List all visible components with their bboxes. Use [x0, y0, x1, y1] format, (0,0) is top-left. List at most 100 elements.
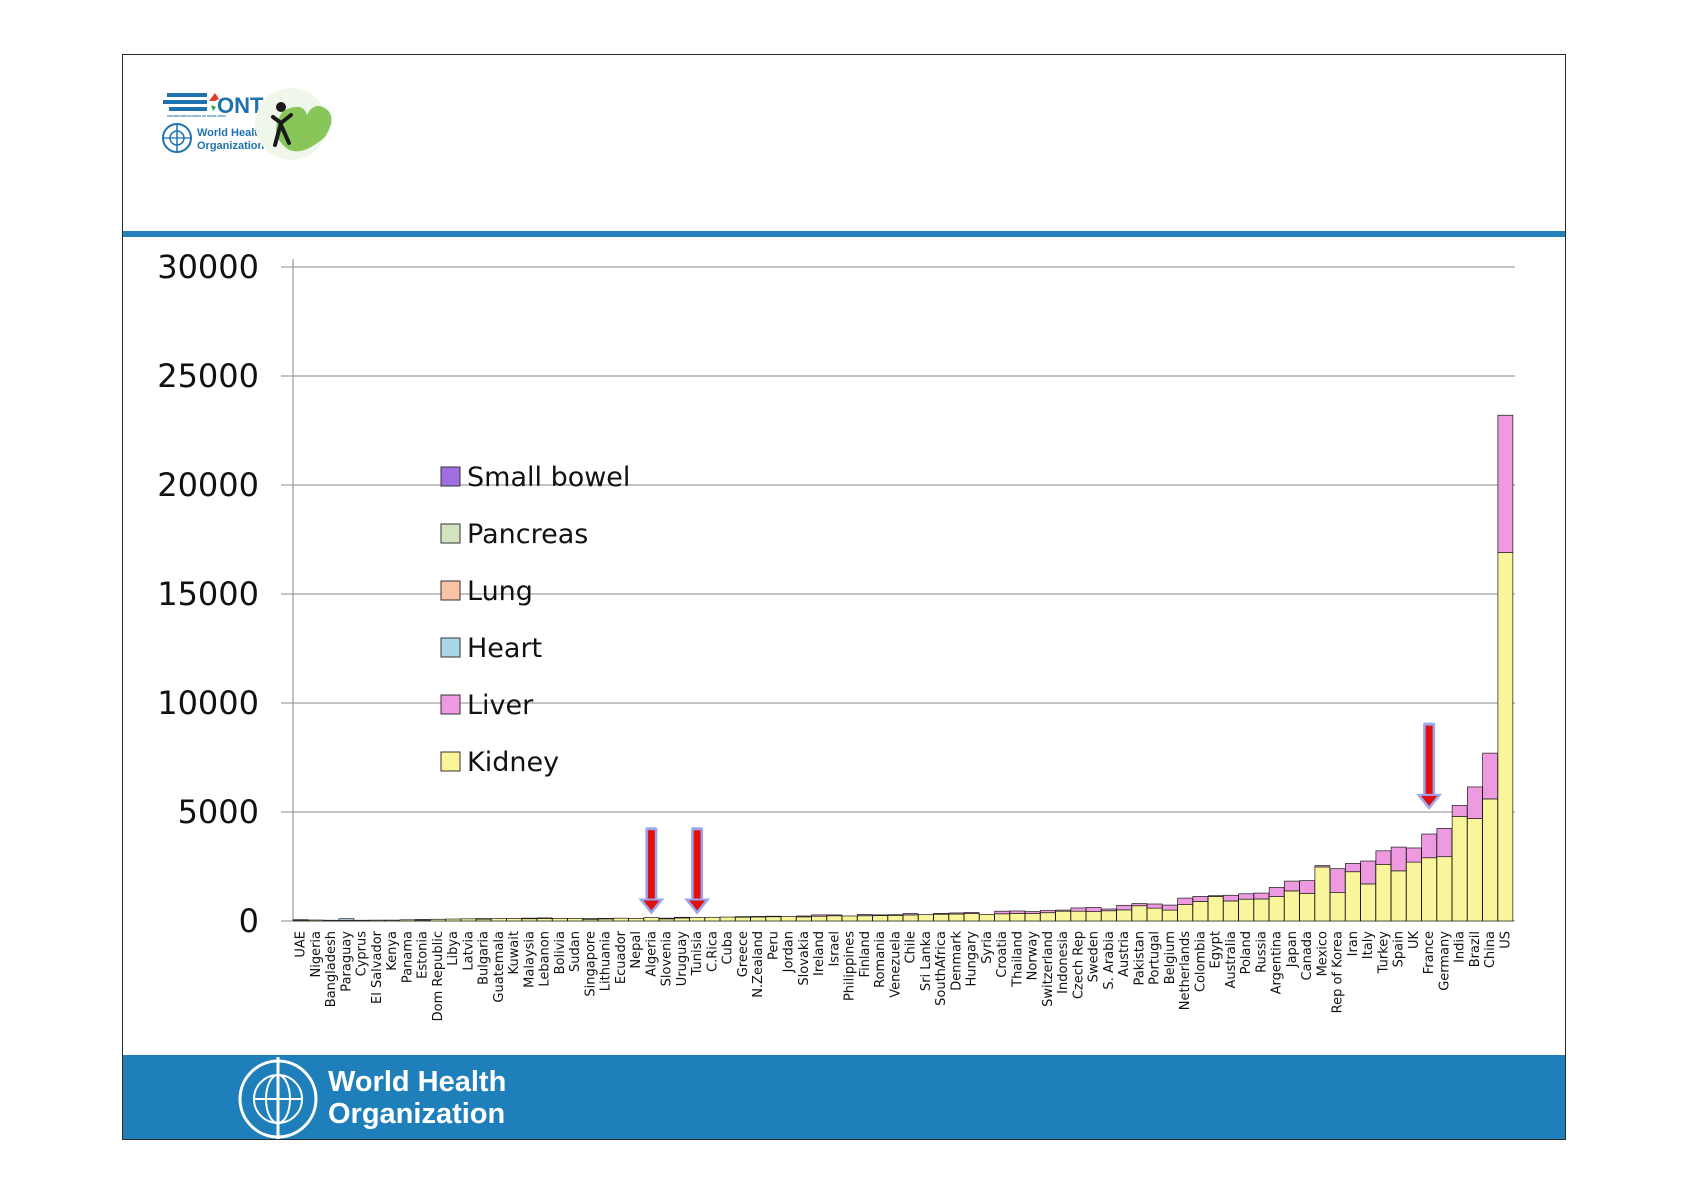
bar-kidney — [1238, 898, 1254, 922]
bar-kidney — [1284, 890, 1300, 922]
x-tick-label: Nepal — [629, 931, 644, 969]
bar-kidney — [872, 915, 888, 922]
y-tick-label: 20000 — [157, 466, 259, 504]
y-tick-label: 10000 — [157, 684, 259, 722]
x-tick-label: Hungary — [965, 931, 980, 987]
bar-kidney — [1390, 870, 1407, 922]
bar-kidney — [1162, 909, 1178, 922]
bar-liver — [750, 916, 766, 918]
bar-liver — [1070, 907, 1087, 912]
y-tick-label: 0 — [239, 902, 259, 940]
legend-label: Pancreas — [467, 519, 588, 550]
bar-kidney — [399, 919, 416, 922]
bar-kidney — [811, 915, 827, 922]
bar-liver — [1497, 414, 1514, 553]
bar-kidney — [1192, 901, 1209, 922]
x-tick-label: Guatemala — [492, 931, 507, 1003]
x-tick-label: Estonia — [416, 931, 431, 979]
legend-swatch-small-bowel — [440, 466, 461, 487]
bar-liver — [292, 919, 309, 921]
x-tick-label: Pakistan — [1132, 931, 1147, 985]
who-small-line1: World Health — [197, 127, 265, 139]
bar-liver — [1451, 805, 1468, 817]
bar-kidney — [1451, 816, 1468, 922]
bar-kidney — [1421, 857, 1437, 922]
bar-kidney — [552, 918, 568, 922]
x-tick-label: Jordan — [782, 931, 797, 973]
x-tick-label: Croatia — [995, 931, 1010, 978]
x-tick-label: Denmark — [949, 931, 964, 991]
x-tick-label: Ireland — [812, 931, 827, 976]
x-tick-label: Peru — [766, 931, 781, 960]
legend-label: Heart — [467, 633, 542, 664]
bar-kidney — [674, 917, 690, 922]
bars — [292, 414, 1514, 922]
bar-liver — [735, 916, 751, 918]
ont-logo-subtitle: ORGANIZACIÓN NACIONAL DE TRASPLANTES — [167, 113, 226, 118]
x-tick-label: India — [1453, 931, 1468, 963]
annotation-arrow — [684, 827, 711, 915]
bar-liver — [872, 914, 888, 916]
bar-liver — [414, 919, 431, 921]
legend-label: Lung — [467, 576, 533, 607]
bar-kidney — [1223, 900, 1239, 922]
bar-liver — [1482, 752, 1498, 800]
x-tick-label: Japan — [1285, 931, 1300, 968]
bar-kidney — [750, 916, 766, 922]
bar-liver — [1116, 904, 1132, 911]
x-tick-label: Spain — [1392, 931, 1407, 967]
bar-kidney — [979, 914, 995, 922]
bar-liver — [1390, 846, 1407, 872]
x-tick-label: Portugal — [1148, 931, 1163, 985]
x-tick-label: Kuwait — [507, 931, 522, 974]
x-tick-label: El Salvador — [370, 930, 385, 1004]
legend-label: Small bowel — [467, 462, 630, 493]
bar-liver — [1284, 880, 1300, 892]
y-tick-label: 30000 — [157, 248, 259, 286]
x-tick-label: Sweden — [1087, 931, 1102, 982]
bar-kidney — [445, 918, 461, 922]
x-tick-label: Egypt — [1209, 931, 1224, 969]
bar-kidney — [902, 914, 919, 922]
x-tick-label: Norway — [1026, 931, 1041, 981]
footer-band — [123, 1055, 1565, 1139]
bar-kidney — [1040, 912, 1056, 922]
x-tick-label: US — [1498, 931, 1513, 949]
chart: ONT ORGANIZACIÓN NACIONAL DE TRASPLANTES… — [157, 88, 1515, 1139]
bar-kidney — [780, 916, 797, 922]
bar-kidney — [689, 917, 705, 922]
who-emblem — [162, 123, 192, 153]
bar-kidney — [826, 915, 843, 922]
x-tick-label: Austria — [1117, 931, 1132, 977]
bar-kidney — [628, 918, 644, 922]
bar-kidney — [857, 915, 873, 922]
bar-kidney — [430, 918, 446, 922]
x-tick-label: Libya — [446, 931, 461, 966]
x-tick-label: Switzerland — [1041, 931, 1056, 1007]
y-tick-label: 25000 — [157, 357, 259, 395]
bar-kidney — [353, 919, 370, 922]
legend-swatch-liver — [440, 694, 461, 715]
x-tick-label: Venezuela — [888, 931, 903, 998]
legend-swatch-kidney — [440, 751, 461, 772]
bar-liver — [536, 917, 553, 919]
bar-kidney — [1299, 892, 1315, 922]
bar-kidney — [1375, 863, 1392, 922]
x-tick-label: Greece — [736, 931, 751, 977]
x-tick-label: UK — [1407, 931, 1422, 950]
bar-kidney — [765, 916, 782, 922]
x-tick-label: Malaysia — [522, 931, 537, 988]
bar-kidney — [1131, 905, 1148, 922]
x-tick-label: Romania — [873, 931, 888, 988]
bar-liver — [963, 912, 980, 914]
bar-liver — [658, 917, 675, 920]
gridlines — [281, 266, 1515, 922]
bar-liver — [1040, 910, 1056, 914]
x-tick-label: Latvia — [461, 931, 476, 971]
x-tick-label: Syria — [980, 931, 995, 964]
x-axis-labels: UAE Nigeria Bangladesh Paraguay Cyprus El Sal… — [294, 930, 1514, 1021]
bar-kidney — [1101, 910, 1117, 922]
legend-swatch-heart — [440, 637, 461, 658]
legend-swatch-pancreas — [440, 523, 461, 544]
x-tick-label: Tunisia — [690, 931, 705, 976]
